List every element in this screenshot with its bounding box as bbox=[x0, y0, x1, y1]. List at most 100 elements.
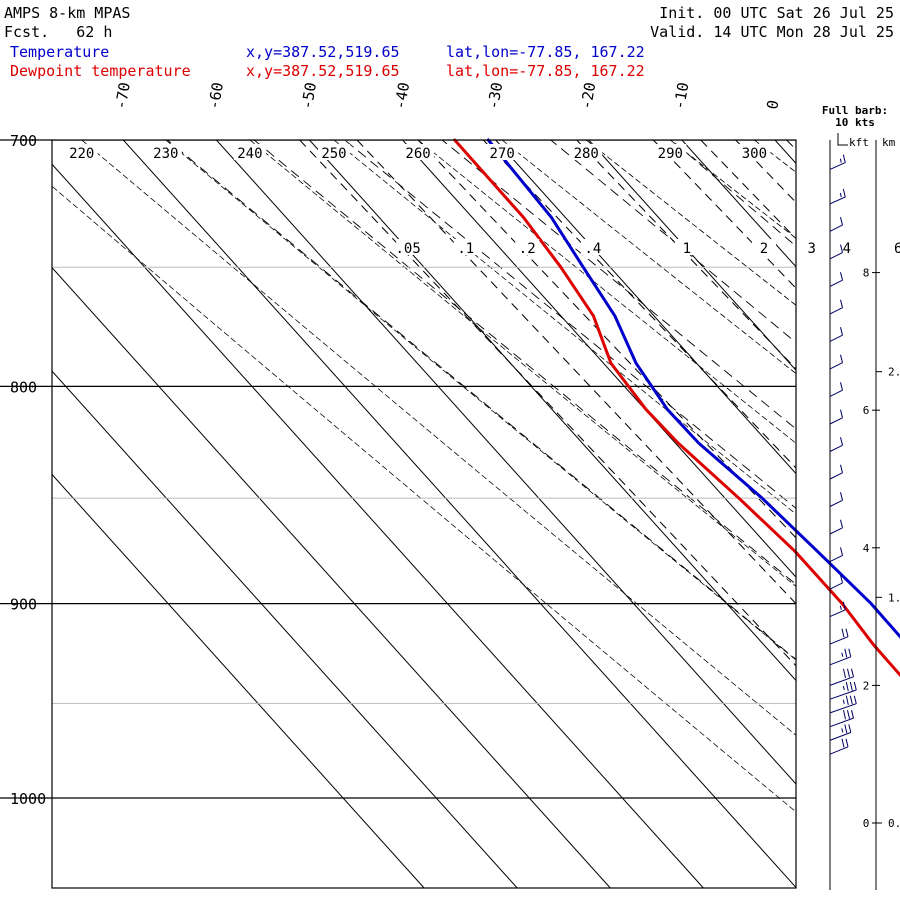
kft-tick-label: 4 bbox=[863, 542, 870, 555]
wind-barb bbox=[829, 307, 843, 315]
dry-adiabat bbox=[585, 140, 796, 306]
legend-temperature-xy: x,y=387.52,519.65 bbox=[246, 43, 400, 61]
label-backdrop bbox=[738, 144, 771, 160]
isotherm-label: -30 bbox=[484, 81, 506, 111]
label-backdrop bbox=[886, 239, 900, 255]
km-tick-label: 1. bbox=[888, 591, 900, 604]
mixing-ratio-line bbox=[299, 140, 796, 667]
label-backdrop bbox=[233, 144, 266, 160]
isotherm-label: -70 bbox=[112, 81, 134, 111]
wind-barb-half-flag bbox=[842, 699, 845, 704]
wind-barb bbox=[829, 582, 843, 590]
dry-adiabat bbox=[81, 140, 796, 736]
isotherm bbox=[122, 140, 796, 888]
label-backdrop bbox=[317, 144, 350, 160]
dry-adiabat-label: 290 bbox=[658, 146, 683, 162]
wind-barb-flag bbox=[845, 695, 849, 706]
wind-barb-flag bbox=[842, 154, 846, 163]
dry-adiabat bbox=[165, 140, 796, 661]
isotherm-label: -40 bbox=[391, 81, 413, 111]
dry-adiabat-label: 260 bbox=[405, 146, 430, 162]
isotherm-label: -50 bbox=[298, 81, 320, 111]
km-tick-label: 2. bbox=[888, 366, 900, 379]
wind-barb bbox=[829, 362, 843, 370]
wind-barb bbox=[829, 334, 843, 342]
mixing-ratio-label: .05 bbox=[395, 241, 420, 257]
label-backdrop bbox=[654, 144, 687, 160]
wind-barb-flag bbox=[840, 464, 843, 473]
isotherm bbox=[52, 473, 425, 888]
wind-barb-half-flag bbox=[842, 685, 845, 691]
isotherm bbox=[681, 140, 796, 268]
label-backdrop bbox=[515, 239, 540, 255]
wind-barb bbox=[829, 636, 849, 645]
dewpoint-trace bbox=[453, 138, 900, 678]
pressure-label: 700 bbox=[10, 132, 37, 150]
wind-barb bbox=[829, 196, 846, 205]
plot-frame bbox=[51, 139, 797, 889]
wind-barb-flag bbox=[849, 681, 853, 691]
isotherm-label: 0 bbox=[763, 99, 782, 111]
legend-dewpoint-latlon: lat,lon=-77.85, 167.22 bbox=[446, 62, 645, 80]
wind-barb-flag bbox=[845, 681, 849, 692]
isotherm bbox=[52, 370, 518, 888]
label-backdrop bbox=[751, 239, 776, 255]
wind-barb bbox=[829, 499, 843, 507]
wind-barb-flag bbox=[840, 299, 843, 308]
wind-barb-half-flag bbox=[839, 605, 842, 610]
moist-adiabat bbox=[253, 140, 796, 585]
label-backdrop bbox=[453, 239, 478, 255]
label-backdrop bbox=[674, 239, 699, 255]
forecast-hours: 62 h bbox=[76, 23, 113, 41]
isotherm bbox=[402, 140, 796, 578]
dry-adiabat bbox=[417, 140, 796, 444]
kft-axis-label: kft bbox=[849, 136, 869, 149]
label-backdrop bbox=[396, 239, 421, 255]
init-value: 00 UTC Sat 26 Jul 25 bbox=[713, 4, 894, 22]
wind-barb-flag bbox=[840, 272, 843, 281]
wind-barb-flag bbox=[843, 709, 846, 720]
wind-barb bbox=[829, 527, 843, 535]
wind-barb-flag bbox=[840, 216, 843, 226]
wind-barb-flag bbox=[840, 437, 843, 446]
label-backdrop bbox=[486, 144, 519, 160]
wind-barb bbox=[829, 252, 843, 260]
mixing-ratio-line bbox=[576, 140, 796, 370]
forecast-label: Fcst. 62 h bbox=[4, 23, 112, 41]
dry-adiabat bbox=[249, 140, 796, 587]
km-tick-label: 0. bbox=[888, 817, 900, 830]
wind-barb-flag bbox=[845, 738, 849, 747]
isotherm bbox=[495, 140, 796, 475]
wind-barb-flag bbox=[843, 668, 846, 679]
wind-barb bbox=[829, 656, 851, 666]
moist-adiabat bbox=[858, 87, 900, 900]
wind-legend-title: Full barb: bbox=[822, 104, 888, 117]
pressure-label: 800 bbox=[10, 378, 37, 396]
wind-barb-flag bbox=[840, 547, 843, 556]
label-backdrop bbox=[402, 144, 435, 160]
wind-barb bbox=[829, 717, 854, 728]
wind-barb-flag bbox=[840, 409, 843, 418]
isotherm bbox=[216, 140, 796, 785]
isotherm bbox=[588, 140, 796, 371]
isotherm bbox=[52, 163, 704, 888]
wind-barb-flag bbox=[853, 681, 857, 691]
mixing-ratio-label: 6 bbox=[894, 241, 900, 257]
mixing-ratio-line bbox=[356, 140, 796, 605]
mixing-ratio-label: 1 bbox=[683, 241, 691, 257]
wind-barb-flag bbox=[853, 695, 857, 704]
wind-barb bbox=[829, 224, 843, 232]
legend-dewpoint-name: Dewpoint temperature bbox=[10, 62, 191, 80]
label-backdrop bbox=[149, 144, 182, 160]
wind-barb bbox=[829, 417, 843, 425]
isotherm bbox=[309, 140, 796, 682]
mixing-ratio-line bbox=[652, 140, 796, 289]
moist-adiabat bbox=[343, 140, 796, 509]
wind-barb-flag bbox=[840, 382, 843, 391]
moist-adiabat bbox=[441, 140, 796, 430]
mixing-ratio-line bbox=[482, 140, 796, 469]
mixing-ratio-label: .4 bbox=[584, 241, 601, 257]
wind-barb-flag bbox=[841, 628, 845, 638]
wind-barb bbox=[829, 689, 857, 700]
